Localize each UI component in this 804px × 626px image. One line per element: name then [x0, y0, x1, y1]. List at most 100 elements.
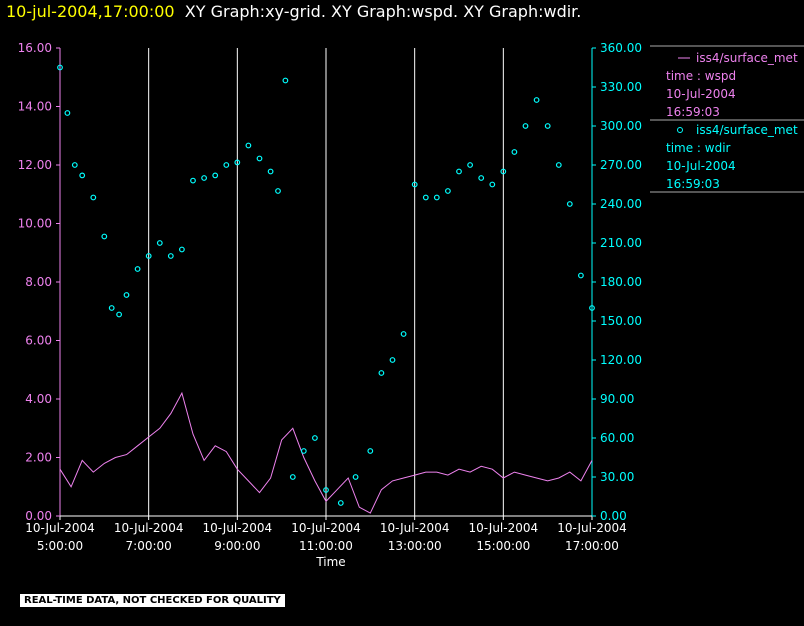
left-tick-label: 16.00: [18, 41, 52, 55]
wdir-point: [123, 292, 130, 298]
wdir-point: [411, 181, 418, 188]
left-tick-label: 0.00: [25, 509, 52, 523]
x-tick-label-time: 17:00:00: [565, 539, 619, 553]
x-tick-label-date: 10-Jul-2004: [469, 521, 539, 535]
right-tick-label: 60.00: [600, 431, 634, 445]
left-tick-label: 10.00: [18, 217, 52, 231]
wdir-point: [456, 168, 462, 175]
wdir-point: [79, 172, 86, 179]
wdir-point: [201, 175, 208, 181]
wdir-point: [275, 188, 281, 194]
wdir-point: [71, 162, 78, 168]
left-tick-label: 4.00: [25, 392, 52, 406]
wdir-point: [178, 246, 185, 253]
title-graph-list: XY Graph:xy-grid. XY Graph:wspd. XY Grap…: [184, 2, 582, 21]
wdir-point: [544, 123, 551, 129]
chart-axes: [56, 47, 596, 520]
right-tick-label: 180.00: [600, 275, 642, 289]
wdir-point: [589, 305, 595, 311]
wdir-point: [489, 181, 496, 188]
left-tick-label: 6.00: [25, 334, 52, 348]
legend-variable: time : wspd: [666, 69, 736, 83]
wdir-point: [57, 64, 63, 71]
title-timestamp: 10-jul-2004,17:00:00: [6, 2, 175, 21]
wdir-point: [234, 159, 241, 166]
right-tick-label: 120.00: [600, 353, 642, 367]
wdir-point: [478, 175, 485, 181]
chart-title: 10-jul-2004,17:00:00 XY Graph:xy-grid. X…: [6, 2, 581, 21]
right-tick-label: 0.00: [600, 509, 627, 523]
wspd-line: [59, 391, 593, 514]
x-tick-label-date: 10-Jul-2004: [291, 521, 361, 535]
wdir-point: [337, 500, 344, 506]
right-tick-label: 90.00: [600, 392, 634, 406]
wdir-point: [156, 240, 163, 246]
wdir-point: [108, 305, 115, 311]
x-tick-label-date: 10-Jul-2004: [203, 521, 273, 535]
wdir-point: [445, 188, 451, 194]
wdir-point: [378, 370, 385, 376]
wdir-point: [566, 201, 573, 207]
wdir-point: [134, 266, 141, 272]
wdir-point: [267, 168, 274, 175]
legend-date: 10-Jul-2004: [666, 159, 736, 173]
x-tick-label-date: 10-Jul-2004: [114, 521, 184, 535]
wdir-point: [300, 448, 307, 454]
right-tick-label: 330.00: [600, 80, 642, 94]
wdir-point: [312, 435, 318, 441]
wdir-point: [500, 168, 507, 175]
x-tick-label-time: 13:00:00: [388, 539, 442, 553]
left-tick-label: 12.00: [18, 158, 52, 172]
data-quality-disclaimer: REAL-TIME DATA, NOT CHECKED FOR QUALITY: [20, 594, 285, 607]
wdir-point: [400, 331, 407, 337]
wdir-point: [212, 172, 219, 179]
x-tick-label-date: 10-Jul-2004: [557, 521, 627, 535]
wdir-point: [352, 474, 359, 480]
legend-variable: time : wdir: [666, 141, 731, 155]
wdir-point: [190, 177, 196, 184]
right-tick-label: 360.00: [600, 41, 642, 55]
wdir-point: [289, 474, 296, 480]
legend-circle-marker: [677, 127, 683, 133]
wdir-point: [323, 487, 329, 493]
wdir-point: [367, 448, 374, 454]
wspd-series: [59, 391, 593, 514]
legend-series-name: iss4/surface_met: [696, 123, 798, 137]
wdir-point: [511, 149, 518, 155]
legend-date: 10-Jul-2004: [666, 87, 736, 101]
x-tick-label-date: 10-Jul-2004: [380, 521, 450, 535]
right-tick-label: 210.00: [600, 236, 642, 250]
wdir-point: [522, 123, 529, 129]
x-tick-label-time: 9:00:00: [214, 539, 260, 553]
wdir-point: [101, 233, 108, 240]
x-tick-label-time: 7:00:00: [126, 539, 172, 553]
wdir-point: [555, 162, 562, 168]
wdir-point: [64, 110, 71, 116]
right-tick-label: 30.00: [600, 470, 634, 484]
wdir-point: [245, 142, 252, 149]
x-tick-label-time: 15:00:00: [476, 539, 530, 553]
x-tick-label-date: 10-Jul-2004: [25, 521, 95, 535]
wdir-point: [145, 253, 152, 259]
right-tick-label: 150.00: [600, 314, 642, 328]
right-tick-label: 240.00: [600, 197, 642, 211]
wdir-series: [57, 64, 595, 506]
x-axis-label: Time: [315, 555, 345, 569]
legend-series-name: iss4/surface_met: [696, 51, 798, 65]
wdir-point: [422, 194, 429, 201]
wdir-point: [90, 194, 97, 201]
vertical-grid-lines: [148, 48, 504, 516]
legend-time: 16:59:03: [666, 177, 720, 191]
x-tick-label-time: 11:00:00: [299, 539, 353, 553]
left-tick-label: 8.00: [25, 275, 52, 289]
wdir-point: [533, 97, 540, 103]
wdir-point: [467, 162, 474, 168]
legend-time: 16:59:03: [666, 105, 720, 119]
left-tick-label: 2.00: [25, 451, 52, 465]
wdir-point: [116, 311, 122, 318]
wdir-point: [578, 272, 584, 279]
wdir-point: [167, 253, 174, 259]
right-tick-label: 270.00: [600, 158, 642, 172]
